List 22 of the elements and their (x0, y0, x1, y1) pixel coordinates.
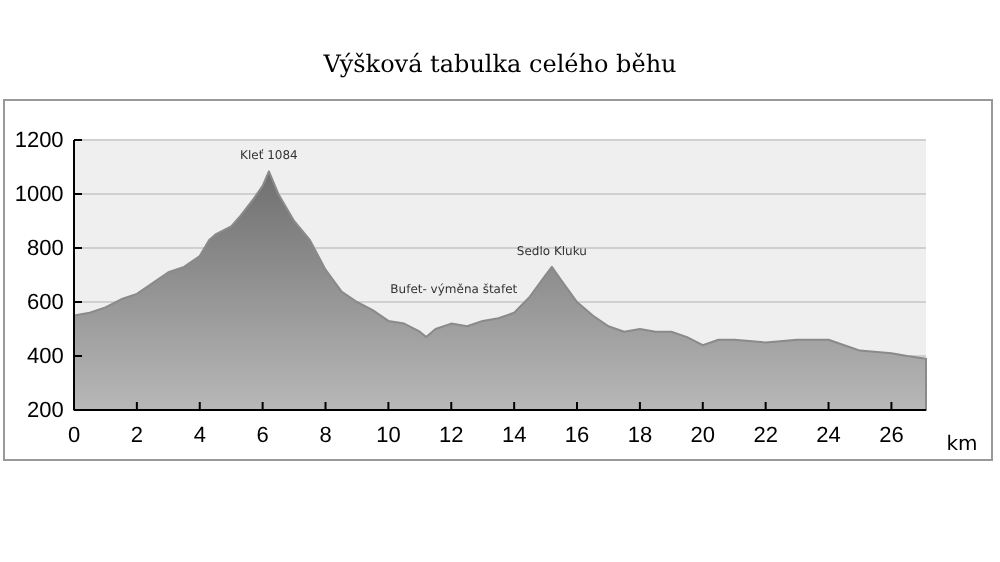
y-tick-label: 200 (26, 399, 64, 424)
x-tick-label: 8 (319, 424, 332, 449)
x-tick-label: 18 (627, 424, 653, 449)
x-tick-label: 14 (501, 424, 527, 449)
x-tick-label: 0 (67, 424, 81, 449)
y-tick-label: 1000 (14, 183, 64, 208)
x-tick-label: 16 (564, 424, 590, 449)
x-tick-label: 22 (753, 424, 778, 449)
chart-title: Výšková tabulka celého běhu (321, 50, 678, 78)
x-tick-label: 6 (256, 424, 269, 449)
x-tick-label: 12 (439, 424, 464, 449)
y-tick-label: 800 (26, 237, 64, 262)
x-tick-label: 10 (376, 424, 401, 449)
y-tick-label: 1200 (14, 129, 64, 154)
x-axis-title: km (946, 434, 978, 456)
x-tick-label: 20 (690, 424, 716, 449)
y-tick-label: 400 (26, 345, 64, 370)
x-tick-label: 2 (130, 424, 143, 449)
x-tick-label: 4 (193, 424, 206, 449)
x-tick-label: 26 (879, 424, 904, 449)
x-tick-label: 24 (816, 424, 841, 449)
y-tick-label: 600 (26, 291, 64, 316)
